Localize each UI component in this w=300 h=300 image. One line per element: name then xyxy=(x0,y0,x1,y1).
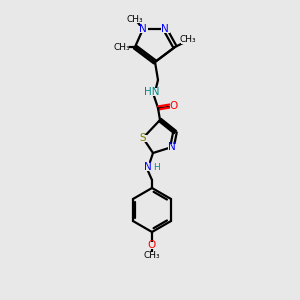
FancyBboxPatch shape xyxy=(169,103,178,110)
Text: O: O xyxy=(148,240,156,250)
FancyBboxPatch shape xyxy=(128,15,142,23)
FancyBboxPatch shape xyxy=(115,43,129,51)
Text: CH₃: CH₃ xyxy=(180,35,196,44)
Text: O: O xyxy=(170,101,178,111)
Text: CH₃: CH₃ xyxy=(144,251,160,260)
Text: N: N xyxy=(139,24,147,34)
FancyBboxPatch shape xyxy=(139,134,147,142)
Text: S: S xyxy=(140,133,146,143)
FancyBboxPatch shape xyxy=(168,143,176,151)
Text: CH₃: CH₃ xyxy=(127,14,143,23)
Text: N: N xyxy=(144,162,152,172)
FancyBboxPatch shape xyxy=(148,242,157,248)
Text: HN: HN xyxy=(144,87,160,97)
Text: N: N xyxy=(168,142,176,152)
FancyBboxPatch shape xyxy=(144,88,160,96)
FancyBboxPatch shape xyxy=(144,252,160,260)
Text: H: H xyxy=(153,163,159,172)
FancyBboxPatch shape xyxy=(140,163,156,171)
Text: N: N xyxy=(161,24,169,34)
FancyBboxPatch shape xyxy=(139,26,148,32)
FancyBboxPatch shape xyxy=(181,36,195,44)
Text: CH₃: CH₃ xyxy=(114,43,130,52)
FancyBboxPatch shape xyxy=(160,26,169,32)
